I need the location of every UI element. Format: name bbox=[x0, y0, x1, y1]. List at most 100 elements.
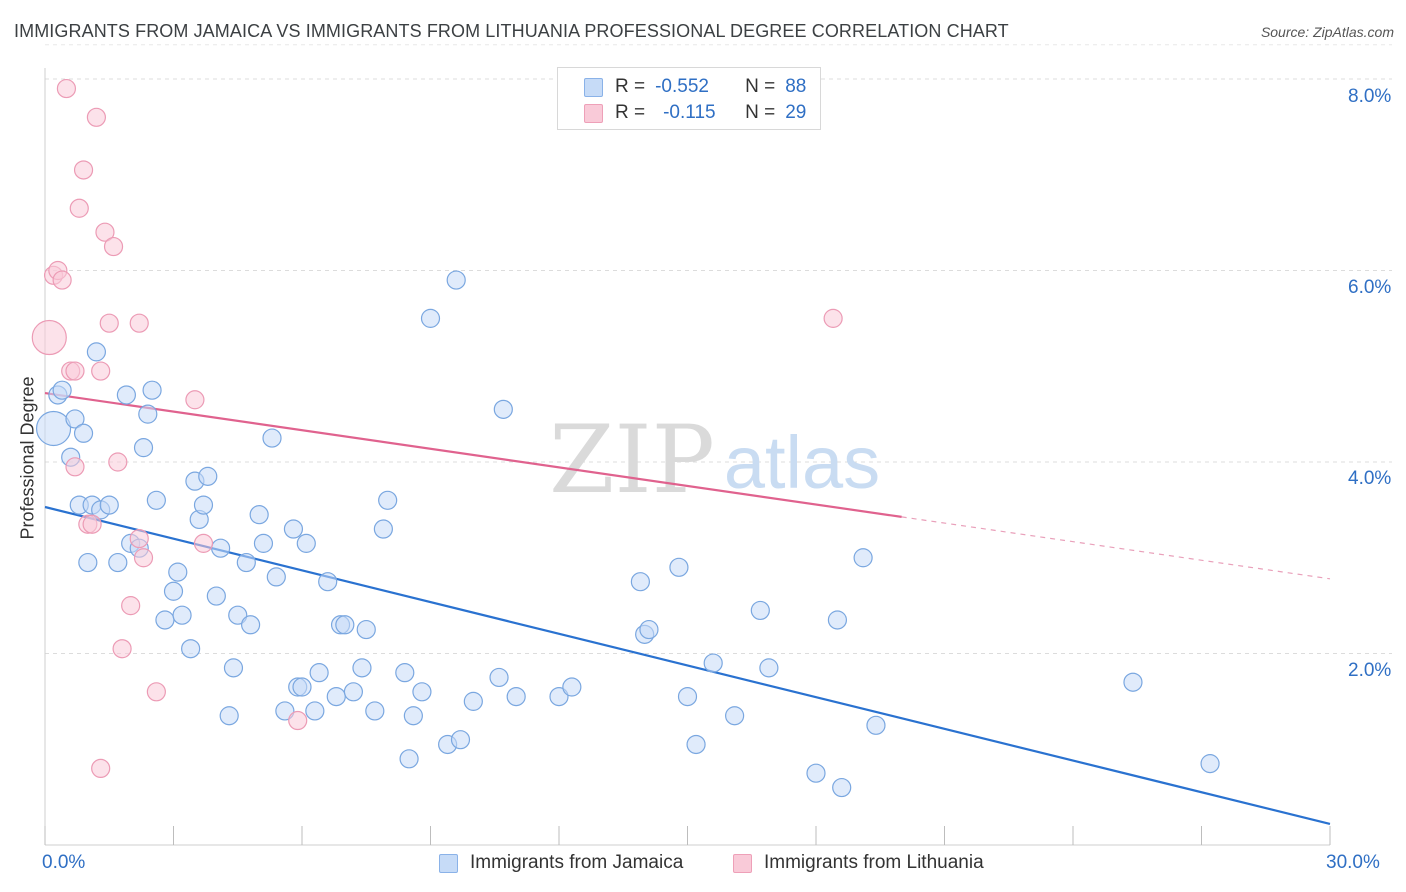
point-jamaica bbox=[168, 562, 188, 582]
point-jamaica bbox=[1123, 672, 1143, 692]
point-jamaica bbox=[562, 677, 582, 697]
lithuania-swatch bbox=[584, 103, 603, 123]
data-points bbox=[31, 78, 1220, 798]
n-label: N = bbox=[745, 76, 776, 97]
point-jamaica bbox=[78, 552, 98, 573]
point-jamaica bbox=[181, 639, 201, 659]
point-jamaica bbox=[395, 663, 415, 683]
point-jamaica bbox=[446, 270, 466, 290]
point-jamaica bbox=[343, 682, 363, 702]
point-jamaica bbox=[99, 495, 119, 515]
jamaica-legend-swatch bbox=[439, 853, 458, 873]
point-jamaica bbox=[489, 667, 509, 688]
point-jamaica bbox=[253, 533, 274, 553]
point-jamaica bbox=[725, 706, 745, 726]
point-lithuania bbox=[91, 361, 111, 381]
legend-label-jamaica: Immigrants from Jamaica bbox=[470, 852, 684, 873]
point-lithuania bbox=[99, 313, 119, 333]
point-lithuania bbox=[193, 533, 214, 553]
point-jamaica bbox=[116, 385, 136, 405]
point-jamaica bbox=[827, 610, 848, 630]
legend-row-jamaica: R = -0.552 N = 88 bbox=[584, 75, 806, 99]
point-lithuania bbox=[112, 639, 132, 659]
series-legend: Immigrants from Jamaica Immigrants from … bbox=[0, 852, 1406, 878]
point-lithuania bbox=[82, 514, 102, 534]
point-lithuania bbox=[103, 236, 124, 257]
point-lithuania bbox=[56, 78, 77, 99]
x-tick-max: 30.0% bbox=[1326, 852, 1380, 873]
point-jamaica bbox=[241, 615, 261, 635]
point-jamaica bbox=[549, 686, 569, 707]
point-jamaica bbox=[172, 605, 192, 625]
watermark: ZIP atlas bbox=[549, 406, 880, 515]
point-lithuania bbox=[73, 160, 94, 180]
y-tick-4: 4.0% bbox=[1348, 468, 1392, 489]
point-jamaica bbox=[365, 701, 385, 721]
point-jamaica bbox=[35, 410, 72, 447]
point-jamaica bbox=[163, 581, 184, 601]
point-jamaica bbox=[420, 308, 441, 328]
r-label: R = bbox=[615, 102, 646, 123]
point-jamaica bbox=[228, 605, 248, 625]
point-jamaica bbox=[296, 533, 316, 553]
legend-label-lithuania: Immigrants from Lithuania bbox=[764, 852, 984, 873]
point-jamaica bbox=[703, 653, 723, 673]
point-jamaica bbox=[759, 658, 779, 678]
point-jamaica bbox=[1200, 754, 1220, 774]
source-label: Source: ZipAtlas.com bbox=[1260, 24, 1394, 40]
point-jamaica bbox=[412, 682, 432, 702]
point-jamaica bbox=[639, 619, 659, 640]
point-jamaica bbox=[133, 438, 154, 458]
trend-line-lithuania bbox=[44, 391, 902, 518]
point-jamaica bbox=[236, 552, 256, 573]
point-jamaica bbox=[249, 505, 269, 525]
point-jamaica bbox=[108, 552, 128, 573]
point-jamaica bbox=[669, 557, 689, 577]
point-jamaica bbox=[292, 677, 312, 697]
point-jamaica bbox=[399, 749, 419, 769]
point-lithuania bbox=[129, 313, 149, 333]
point-jamaica bbox=[86, 342, 107, 362]
point-lithuania bbox=[146, 682, 166, 702]
point-jamaica bbox=[155, 610, 175, 630]
point-jamaica bbox=[378, 490, 398, 510]
watermark-zip: ZIP bbox=[549, 406, 715, 515]
watermark-atlas: atlas bbox=[724, 421, 880, 504]
chart-title: IMMIGRANTS FROM JAMAICA VS IMMIGRANTS FR… bbox=[14, 21, 1009, 41]
point-jamaica bbox=[283, 519, 304, 539]
point-jamaica bbox=[403, 706, 423, 726]
point-jamaica bbox=[223, 658, 244, 678]
point-lithuania bbox=[121, 596, 141, 616]
n-label: N = bbox=[745, 102, 776, 123]
point-jamaica bbox=[326, 686, 346, 707]
point-lithuania bbox=[86, 107, 107, 127]
point-jamaica bbox=[352, 658, 372, 678]
y-tick-6: 6.0% bbox=[1348, 277, 1392, 298]
point-jamaica bbox=[262, 428, 282, 448]
point-jamaica bbox=[806, 763, 826, 783]
point-jamaica bbox=[832, 777, 852, 798]
point-lithuania bbox=[65, 361, 85, 381]
legend-item-jamaica: Immigrants from Jamaica bbox=[439, 852, 683, 874]
point-jamaica bbox=[335, 615, 355, 635]
point-lithuania bbox=[129, 528, 149, 549]
jamaica-swatch bbox=[584, 77, 603, 97]
trend-line-lithuania-extension bbox=[901, 516, 1331, 580]
point-jamaica bbox=[630, 572, 650, 592]
point-jamaica bbox=[356, 619, 376, 640]
point-jamaica bbox=[52, 380, 72, 400]
point-jamaica bbox=[65, 409, 85, 429]
correlation-legend: R = -0.552 N = 88 R = -0.115 N = 29 bbox=[557, 67, 821, 130]
lithuania-legend-swatch bbox=[733, 853, 752, 873]
point-lithuania bbox=[288, 710, 308, 731]
point-jamaica bbox=[73, 423, 94, 443]
point-jamaica bbox=[750, 600, 770, 621]
point-jamaica bbox=[686, 734, 706, 755]
point-lithuania bbox=[185, 390, 205, 410]
r-value-jamaica: -0.552 bbox=[655, 76, 709, 97]
point-jamaica bbox=[146, 490, 166, 510]
point-lithuania bbox=[91, 758, 111, 779]
point-jamaica bbox=[866, 715, 886, 735]
point-lithuania bbox=[69, 198, 89, 218]
